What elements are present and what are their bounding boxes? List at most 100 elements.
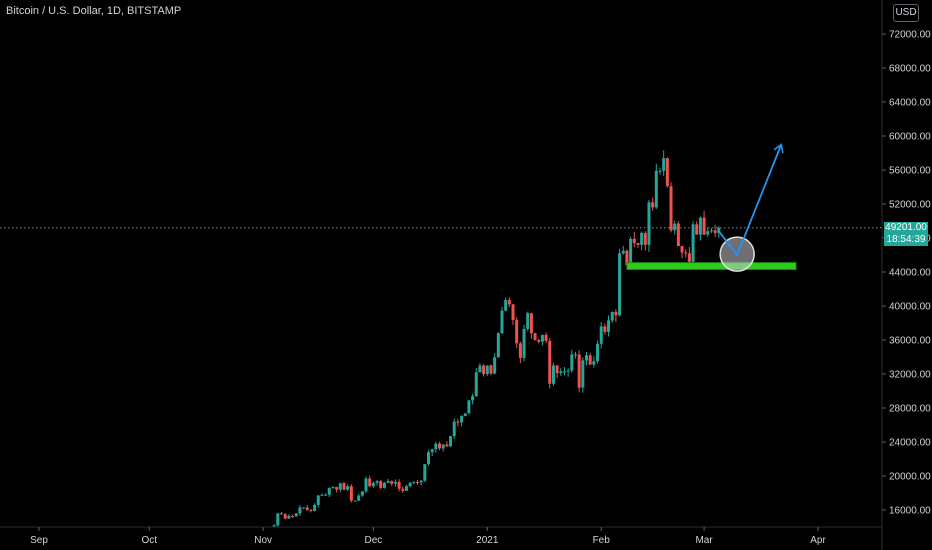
candle-body <box>695 224 699 235</box>
candle-body <box>349 486 353 501</box>
candle-body <box>449 436 453 447</box>
candle-body <box>269 527 272 531</box>
candle-body <box>382 482 386 488</box>
candle-body <box>585 355 589 361</box>
candle-body <box>533 333 537 340</box>
x-tick-label: 2021 <box>476 535 499 546</box>
candle-body <box>379 481 383 488</box>
candle-body <box>665 158 669 187</box>
candle-body <box>573 354 577 356</box>
candle-body <box>452 421 456 437</box>
y-tick-label: 16000.00 <box>889 506 931 517</box>
candle-body <box>489 365 493 374</box>
candle-body <box>404 486 408 491</box>
candle-body <box>371 482 375 487</box>
candle-body <box>610 311 614 321</box>
candle-body <box>408 482 412 487</box>
candle-body <box>423 464 427 481</box>
candle-body <box>386 481 390 483</box>
candle-body <box>276 513 280 526</box>
candle-body <box>471 396 475 401</box>
candle-body <box>562 371 566 373</box>
candle-body <box>397 481 401 489</box>
candle-body <box>588 355 592 365</box>
candle-body <box>360 491 364 496</box>
candle-body <box>577 354 581 388</box>
candle-body <box>673 223 677 231</box>
y-tick-label: 60000.00 <box>889 132 931 143</box>
y-axis[interactable]: 72000.00 68000.00 64000.00 60000.00 56000.00… <box>881 0 931 550</box>
candle-body <box>493 357 497 374</box>
candle-body <box>540 334 544 342</box>
candle-body <box>283 514 287 519</box>
candle-body <box>555 365 559 374</box>
candle-body <box>544 334 548 341</box>
candle-body <box>592 361 596 365</box>
candle-body <box>680 246 684 253</box>
currency-button[interactable]: USD <box>893 4 919 22</box>
candle-body <box>346 486 350 490</box>
candle-body <box>687 253 691 262</box>
x-tick-label: Dec <box>364 535 382 546</box>
y-tick-label: 24000.00 <box>889 438 931 449</box>
candle-body <box>603 326 607 332</box>
candle-body <box>614 311 618 316</box>
candle-body <box>526 313 530 329</box>
countdown-badge: 18:54:39 <box>884 233 928 246</box>
y-tick-label: 72000.00 <box>889 30 931 41</box>
candle-body <box>676 223 680 247</box>
candle-body <box>529 313 533 334</box>
candle-body <box>658 170 662 172</box>
candle-body <box>632 238 636 244</box>
candle-body <box>596 343 600 362</box>
candle-body <box>702 217 706 235</box>
candle-body <box>438 443 442 449</box>
candle-body <box>599 326 603 344</box>
candle-body <box>713 230 717 233</box>
candle-body <box>500 310 504 334</box>
candle-body <box>272 525 276 527</box>
candle-body <box>316 495 320 505</box>
x-tick-label: Oct <box>141 535 157 546</box>
x-axis[interactable]: Sep Oct Nov Dec 2021 Feb Mar Apr <box>0 526 882 546</box>
y-tick-label: 68000.00 <box>889 64 931 75</box>
candle-body <box>445 444 449 447</box>
candle-body <box>302 507 306 509</box>
x-tick-label: Sep <box>30 535 48 546</box>
candle-body <box>401 488 405 491</box>
candles-layer <box>269 150 721 531</box>
candle-body <box>478 365 482 373</box>
candle-body <box>474 372 478 397</box>
candle-body <box>357 495 361 501</box>
candle-body <box>504 300 508 311</box>
candle-body <box>327 487 331 495</box>
candle-body <box>320 494 324 496</box>
symbol-title: Bitcoin / U.S. Dollar, 1D, BITSTAMP <box>6 5 182 17</box>
candle-body <box>629 238 633 266</box>
candle-body <box>636 243 640 245</box>
candle-body <box>434 443 438 450</box>
y-tick-label: 56000.00 <box>889 166 931 177</box>
candle-body <box>518 343 522 358</box>
candle-body <box>441 444 445 449</box>
candle-body <box>706 231 710 235</box>
candle-body <box>691 224 695 262</box>
annotation-layer <box>626 145 797 272</box>
candle-body <box>537 340 541 342</box>
y-tick-label: 36000.00 <box>889 336 931 347</box>
candle-body <box>430 449 434 453</box>
candle-body <box>647 202 651 245</box>
candle-body <box>654 170 658 208</box>
support-zone[interactable] <box>626 262 797 270</box>
candle-body <box>515 320 519 344</box>
y-tick-label: 32000.00 <box>889 370 931 381</box>
candle-body <box>570 354 574 371</box>
candle-body <box>566 370 570 372</box>
x-tick-label: Apr <box>810 535 826 546</box>
candle-body <box>698 217 702 235</box>
candle-body <box>412 481 416 483</box>
projection-arrow[interactable] <box>718 145 781 257</box>
candle-body <box>662 158 666 171</box>
candle-body <box>507 300 511 305</box>
